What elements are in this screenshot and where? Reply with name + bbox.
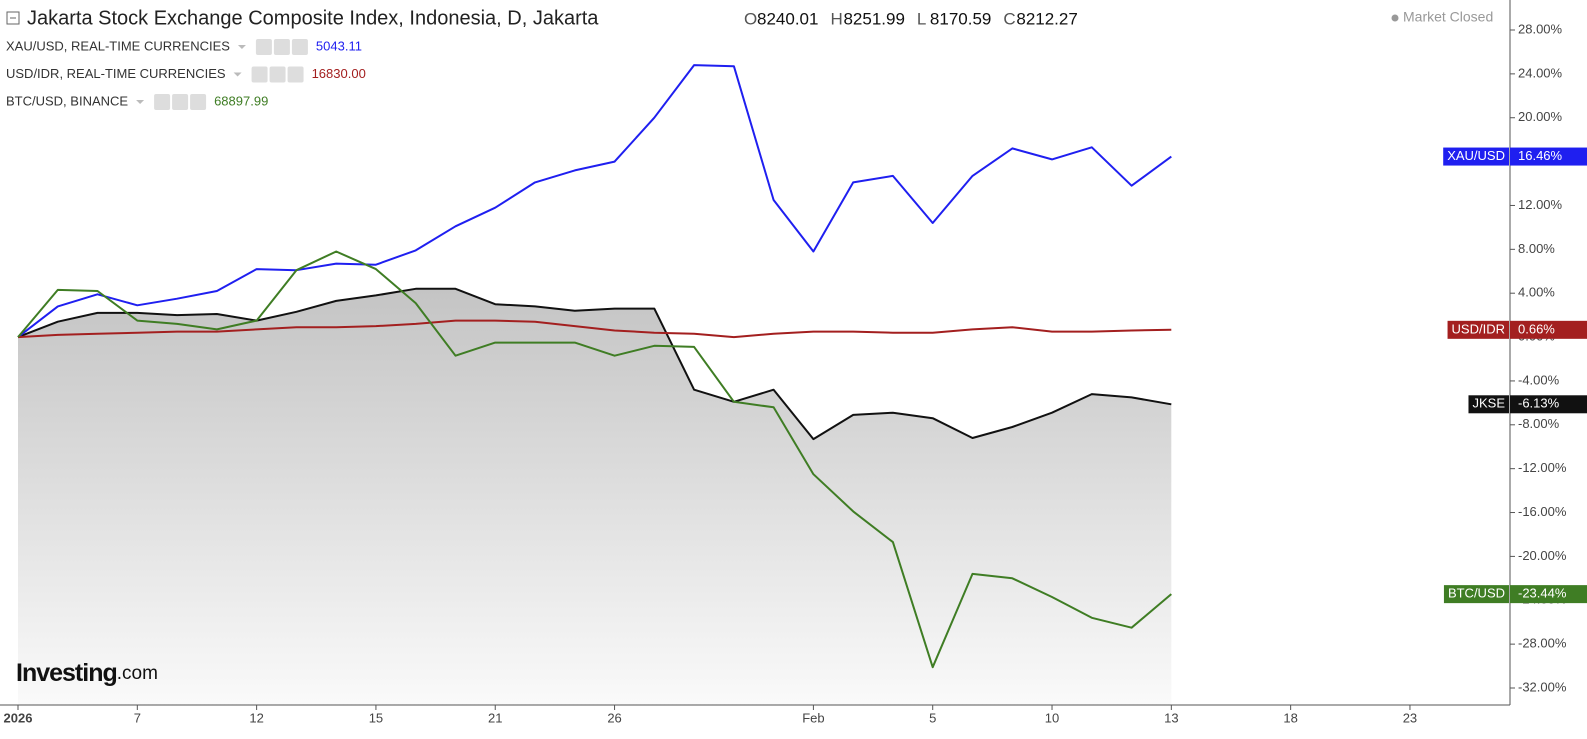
badge-value-bg: [1510, 320, 1587, 339]
ohlc-label: O: [744, 9, 757, 28]
y-tick-label: -4.00%: [1518, 372, 1560, 387]
legend-price: 16830.00: [312, 66, 366, 81]
badge-name: XAU/USD: [1447, 148, 1505, 163]
y-tick-label: 28.00%: [1518, 21, 1563, 36]
badge-value: 0.66%: [1518, 321, 1555, 336]
ohlc-value: 8240.01: [757, 9, 818, 28]
area-fill: [18, 288, 1172, 705]
y-tick-label: 4.00%: [1518, 285, 1555, 300]
x-tick-label: 21: [488, 710, 502, 725]
plot-area: [18, 288, 1172, 705]
y-tick-label: -12.00%: [1518, 460, 1567, 475]
legend-button[interactable]: [154, 94, 171, 110]
ohlc-label: L: [917, 9, 926, 28]
x-tick-label: 7: [134, 710, 141, 725]
y-tick-label: -28.00%: [1518, 636, 1567, 651]
badge-value-bg: [1510, 395, 1587, 414]
y-tick-label: 12.00%: [1518, 197, 1563, 212]
x-tick-label: 2026: [4, 710, 33, 725]
y-tick-label: -16.00%: [1518, 504, 1567, 519]
legend-caret: [136, 100, 145, 104]
badge-value: -6.13%: [1518, 396, 1560, 411]
badge-name: USD/IDR: [1452, 321, 1505, 336]
legend-price: 68897.99: [214, 93, 268, 108]
legend-button[interactable]: [287, 66, 304, 83]
badge-name: BTC/USD: [1448, 586, 1505, 601]
badge-value-bg: [1510, 147, 1587, 166]
series-line: [17, 287, 1172, 441]
x-tick-label: 15: [369, 710, 383, 725]
legend-button[interactable]: [172, 94, 189, 110]
badge-value-bg: [1510, 585, 1587, 604]
legend-price: 5043.11: [316, 38, 362, 53]
x-tick-label: 12: [249, 710, 263, 725]
ohlc-value: 8251.99: [843, 9, 904, 28]
ohlc-label: C: [1003, 9, 1015, 28]
chart-title: Jakarta Stock Exchange Composite Index, …: [27, 7, 599, 29]
x-tick-label: 23: [1403, 710, 1417, 725]
badge-name-bg: [1468, 395, 1509, 414]
y-tick-label: 20.00%: [1518, 109, 1563, 124]
badge-name-bg: [1443, 585, 1509, 604]
x-tick-label: 26: [607, 710, 621, 725]
badge-value: 16.46%: [1518, 148, 1563, 163]
ohlc-value: 8170.59: [930, 9, 991, 28]
y-tick-label: 24.00%: [1518, 65, 1563, 80]
legend-caret: [233, 72, 242, 77]
ohlc-value: 8212.27: [1016, 9, 1077, 28]
y-tick-label: -20.00%: [1518, 548, 1567, 563]
legend-caret: [237, 45, 246, 49]
watermark-main: Investing: [16, 659, 117, 687]
x-tick-label: 5: [929, 710, 936, 725]
x-tick-label: Feb: [802, 710, 824, 725]
legend-label: USD/IDR, REAL-TIME CURRENCIES: [6, 66, 226, 81]
x-tick-label: 10: [1045, 710, 1059, 725]
badge-value: -23.44%: [1518, 586, 1567, 601]
watermark: Investing.com: [16, 659, 158, 687]
badge-name: JKSE: [1472, 396, 1505, 411]
series-line: [17, 64, 1172, 338]
badge-name-bg: [1443, 147, 1509, 166]
badge-name-bg: [1447, 320, 1509, 339]
legend-label: XAU/USD, REAL-TIME CURRENCIES: [6, 38, 230, 53]
market-status: Market Closed: [1403, 9, 1493, 25]
legend-button[interactable]: [269, 66, 286, 83]
legend-button[interactable]: [190, 94, 207, 110]
legend-button[interactable]: [251, 66, 268, 83]
legend-button[interactable]: [255, 39, 272, 55]
collapse-icon[interactable]: [6, 11, 20, 25]
y-tick-label: -32.00%: [1518, 679, 1567, 694]
x-tick-label: 13: [1164, 710, 1178, 725]
legend-button[interactable]: [273, 39, 290, 55]
x-tick-label: 18: [1283, 710, 1297, 725]
y-tick-label: 8.00%: [1518, 241, 1555, 256]
watermark-suffix: .com: [117, 663, 158, 684]
y-tick-label: -8.00%: [1518, 416, 1560, 431]
legend-label: BTC/USD, BINANCE: [6, 93, 128, 108]
legend-button[interactable]: [291, 39, 308, 55]
series-line: [17, 319, 1172, 339]
series-line: [17, 250, 1172, 669]
ohlc-label: H: [830, 9, 842, 28]
status-dot: [1391, 14, 1399, 22]
